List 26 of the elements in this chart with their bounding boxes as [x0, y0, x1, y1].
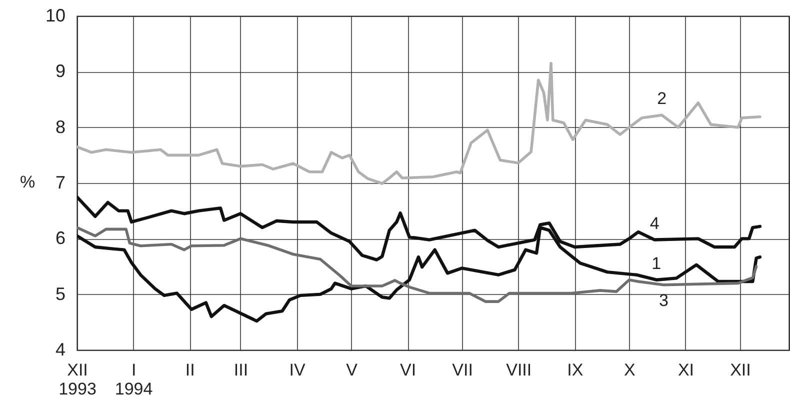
series-label: 2 — [657, 89, 667, 108]
y-tick-label: 6 — [55, 228, 66, 248]
x-tick-label: VIII — [506, 360, 532, 380]
x-tick-label: V — [346, 360, 358, 380]
y-tick-label: 10 — [45, 6, 66, 26]
x-tick-label: XII — [730, 360, 751, 380]
y-tick-label: 9 — [55, 61, 66, 82]
y-tick-label: 8 — [55, 116, 66, 137]
series-label: 4 — [650, 214, 660, 233]
series-label: 1 — [652, 254, 662, 273]
x-tick-label: III — [234, 360, 248, 380]
x-tick-label: I 1994 — [114, 360, 153, 398]
y-tick-label: 4 — [55, 340, 66, 360]
y-axis-title: % — [20, 172, 36, 192]
x-tick-label: VI — [400, 360, 416, 380]
y-tick-label: 7 — [55, 172, 66, 192]
x-tick-label: VII — [452, 360, 473, 380]
line-series — [77, 62, 762, 185]
series-label: 3 — [658, 290, 668, 310]
x-tick-label: IX — [567, 360, 584, 380]
y-tick-label: 5 — [55, 284, 66, 304]
x-tick-label: XII 1993 — [58, 360, 96, 398]
x-tick-label: XI — [678, 360, 694, 380]
x-tick-label: X — [624, 360, 636, 380]
x-tick-label: IV — [289, 360, 306, 380]
x-tick-label: II — [185, 360, 195, 380]
